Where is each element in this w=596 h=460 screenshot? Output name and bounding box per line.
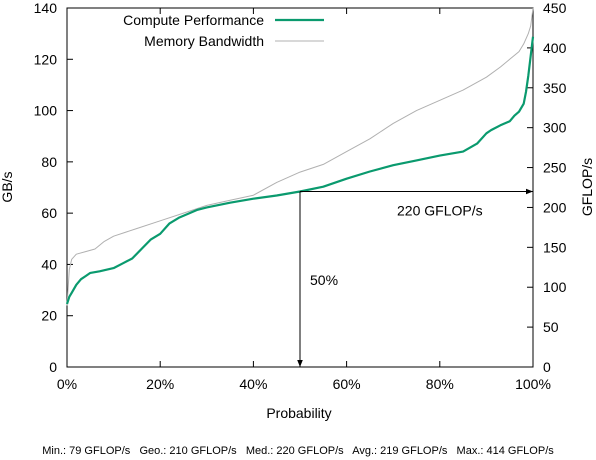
x-tick-label: 40% [239,376,267,392]
median-value-label: 220 GFLOP/s [397,202,483,218]
right-y-tick-label: 300 [543,120,567,136]
left-y-tick-label: 60 [41,205,57,221]
legend: Compute Performance Memory Bandwidth [123,12,324,49]
right-y-tick-label: 0 [543,359,551,375]
left-y-tick-label: 120 [34,51,58,67]
left-y-tick-label: 40 [41,256,57,272]
right-y-tick-label: 50 [543,319,559,335]
x-axis-label: Probability [266,405,331,421]
annotation-layer: 220 GFLOP/s 50% [297,188,533,367]
left-y-tick-label: 0 [49,359,57,375]
legend-label: Memory Bandwidth [144,33,264,49]
right-y-axis-label: GFLOP/s [579,158,595,216]
left-y-tick-label: 140 [34,0,58,16]
right-y-tick-label: 100 [543,279,567,295]
left-y-axis-ticks: 0 20 40 60 80 100 120 140 [34,0,73,375]
footer-stats: Min.: 79 GFLOP/s Geo.: 210 GFLOP/s Med.:… [42,445,554,457]
right-y-tick-label: 400 [543,40,567,56]
memory-bandwidth-line [66,7,534,306]
series-layer [65,7,535,306]
right-y-tick-label: 350 [543,80,567,96]
x-tick-label: 80% [426,376,454,392]
left-y-tick-label: 80 [41,154,57,170]
left-y-tick-label: 100 [34,103,58,119]
legend-label: Compute Performance [123,12,264,28]
right-y-tick-label: 250 [543,160,567,176]
right-y-axis-ticks: 0 50 100 150 200 250 300 350 400 450 [527,0,567,375]
left-y-axis-label: GB/s [0,171,15,202]
right-y-tick-label: 200 [543,199,567,215]
left-y-tick-label: 20 [41,308,57,324]
x-axis-ticks: 0% 20% 40% 60% 80% 100% [57,8,551,392]
x-tick-label: 100% [515,376,551,392]
right-y-tick-label: 150 [543,239,567,255]
x-tick-label: 0% [57,376,77,392]
right-y-tick-label: 450 [543,0,567,16]
x-tick-label: 60% [333,376,361,392]
compute-performance-line [65,36,535,305]
median-percent-label: 50% [310,272,338,288]
x-tick-label: 20% [146,376,174,392]
